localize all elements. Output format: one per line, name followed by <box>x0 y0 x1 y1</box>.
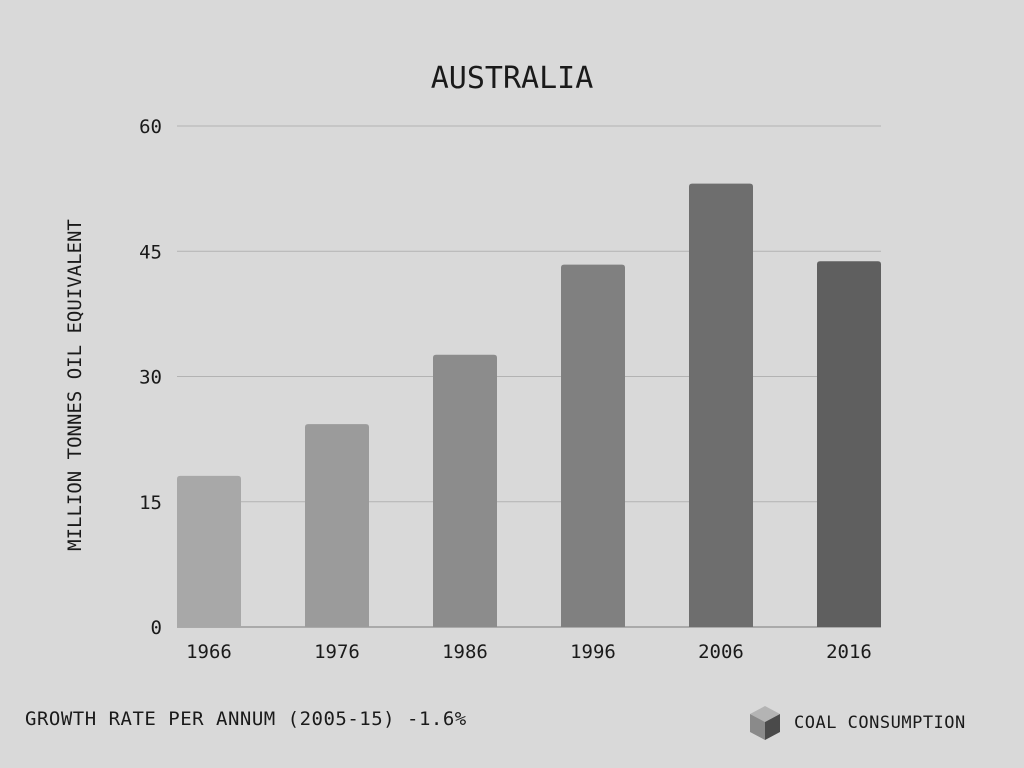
legend-label: COAL CONSUMPTION <box>794 713 966 733</box>
bar-1986 <box>433 354 497 627</box>
y-tick-label: 15 <box>139 492 162 514</box>
x-tick-label: 1966 <box>186 641 232 663</box>
x-tick-label: 2006 <box>698 641 744 663</box>
bar-1976 <box>305 424 369 627</box>
y-tick-label: 0 <box>151 617 162 639</box>
x-tick-label: 1976 <box>314 641 360 663</box>
x-tick-label: 1986 <box>442 641 488 663</box>
y-tick-label: 30 <box>139 367 162 389</box>
bar-1966 <box>177 475 241 627</box>
legend: COAL CONSUMPTION <box>748 703 966 743</box>
y-tick-labels: 0 15 30 45 60 <box>139 116 162 639</box>
gridlines <box>177 125 881 628</box>
x-tick-label: 1996 <box>570 641 616 663</box>
y-axis-label: MILLION TONNES OIL EQUIVALENT <box>64 219 86 551</box>
cube-icon <box>750 706 780 740</box>
growth-rate-note: GROWTH RATE PER ANNUM (2005-15) -1.6% <box>25 708 467 730</box>
x-tick-labels: 1966 1976 1986 1996 2006 2016 <box>186 641 872 663</box>
chart-title: AUSTRALIA <box>431 61 594 96</box>
bar-2016 <box>817 261 881 627</box>
bar-2006 <box>689 183 753 628</box>
y-tick-label: 45 <box>139 241 162 263</box>
x-tick-label: 2016 <box>826 641 872 663</box>
bar-1996 <box>561 264 625 627</box>
bar-chart: AUSTRALIA MILLION TONNES OIL EQUIVALENT … <box>64 61 881 663</box>
bars <box>177 183 881 628</box>
y-tick-label: 60 <box>139 116 162 138</box>
